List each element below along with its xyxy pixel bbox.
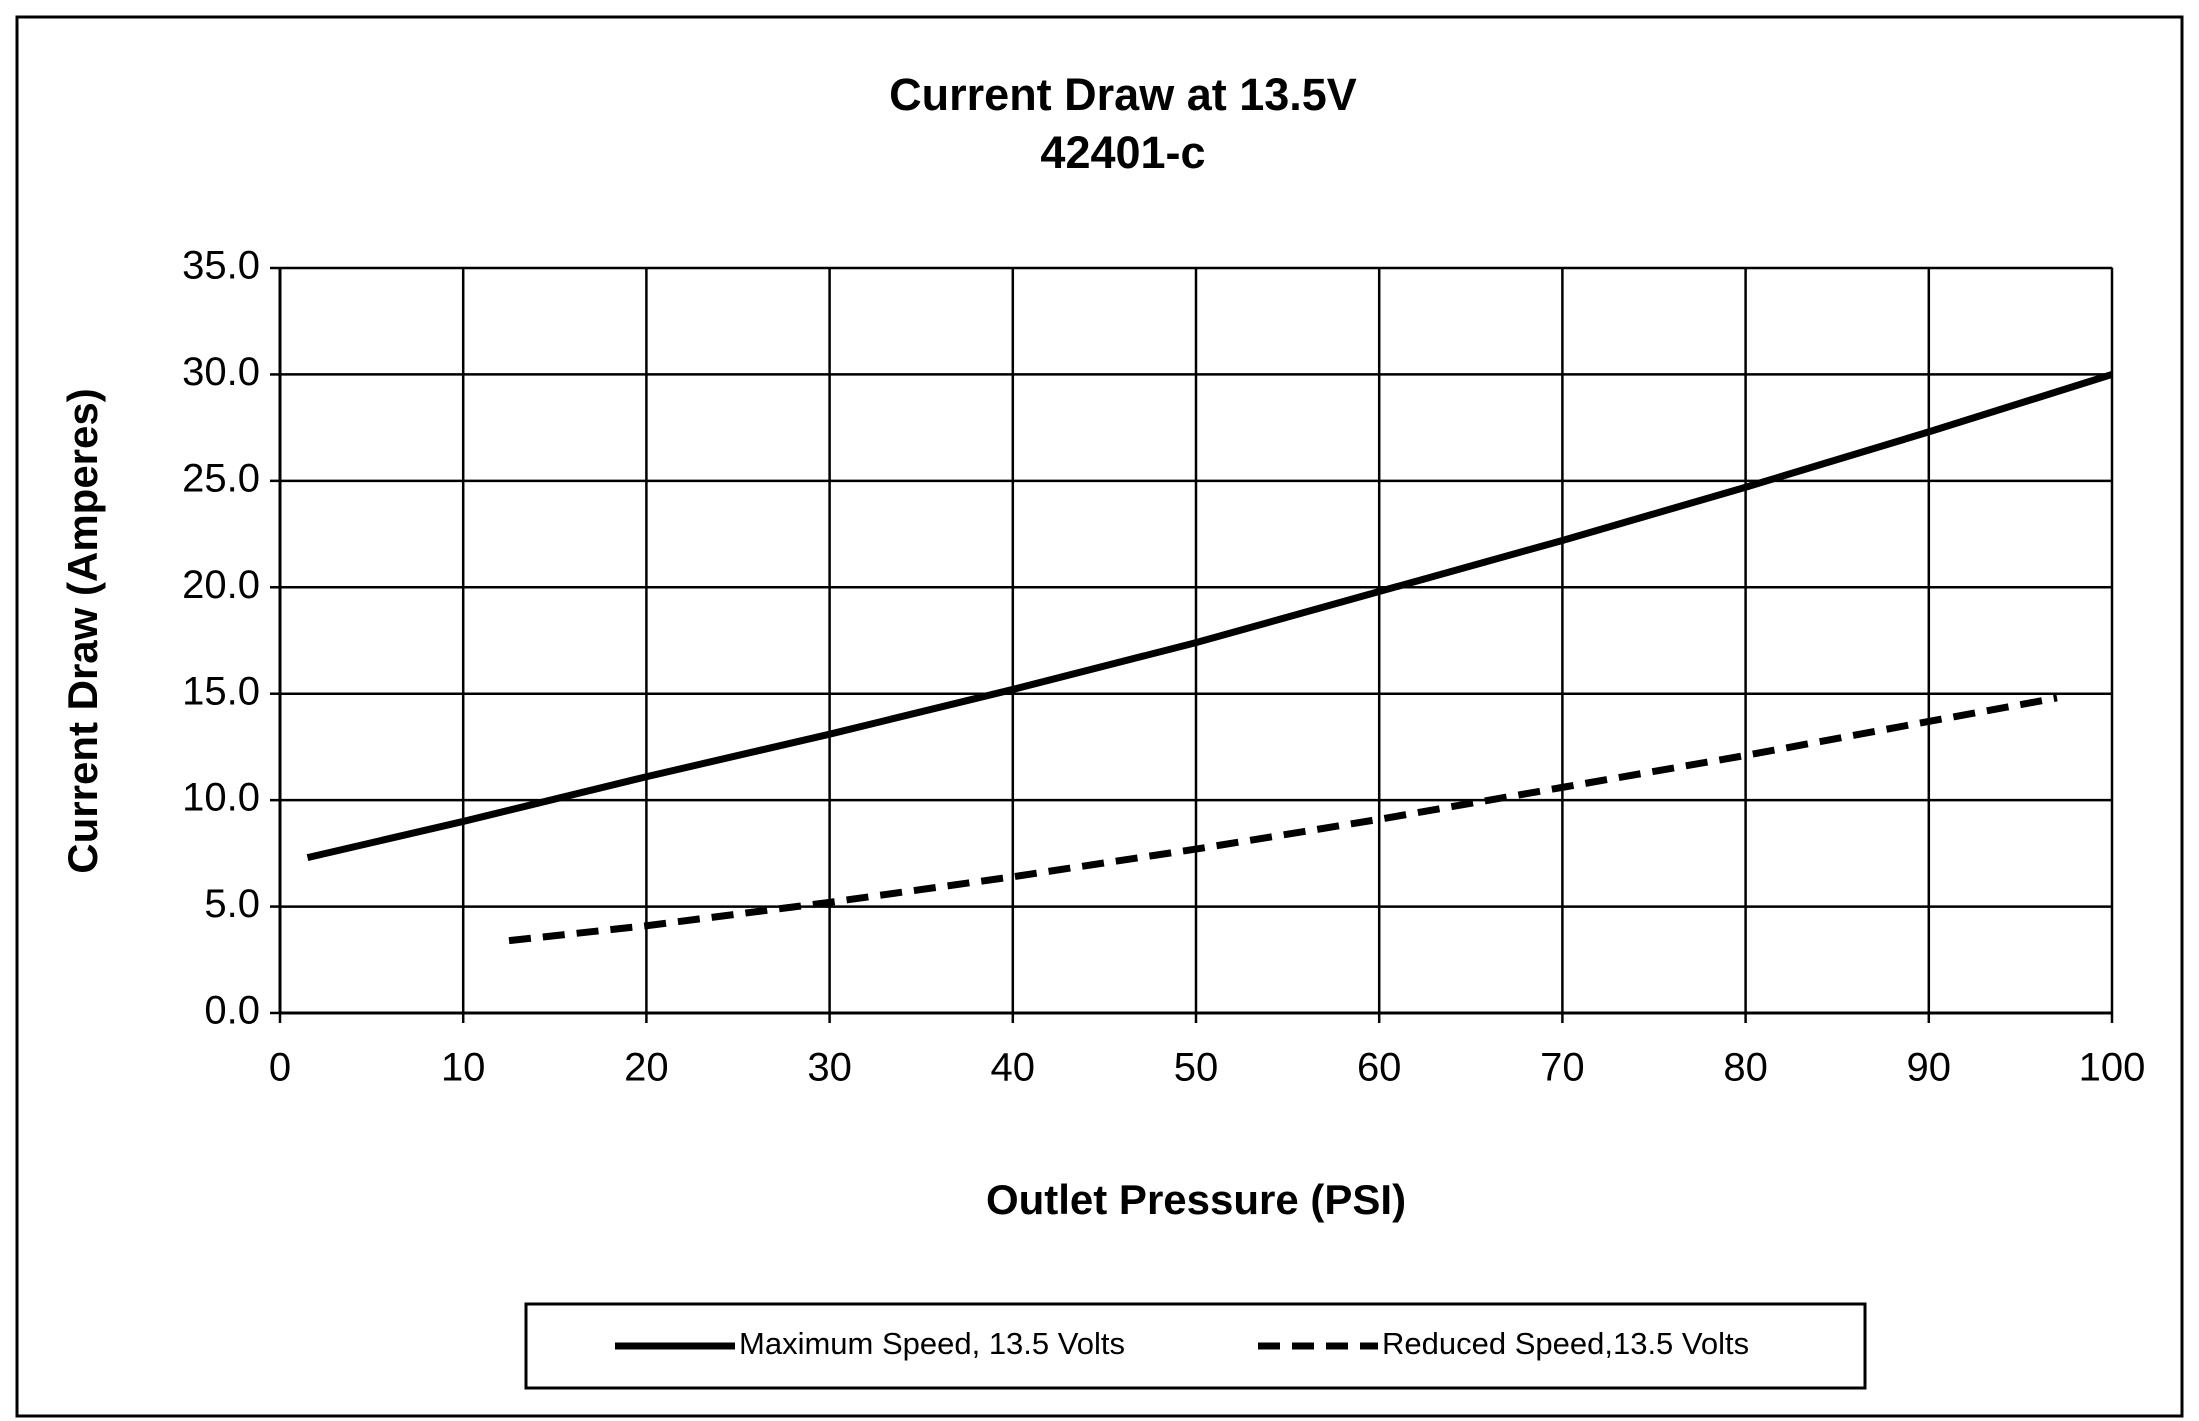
- x-axis-label: Outlet Pressure (PSI): [986, 1176, 1406, 1223]
- x-tick-label: 50: [1174, 1046, 1219, 1090]
- y-tick-label: 30.0: [182, 350, 260, 394]
- y-tick-label: 10.0: [182, 776, 260, 820]
- x-tick-label: 10: [441, 1046, 486, 1090]
- x-tick-label: 0: [269, 1046, 291, 1090]
- y-tick-label: 20.0: [182, 563, 260, 607]
- legend: [524, 1302, 1867, 1390]
- y-tick-label: 0.0: [204, 989, 260, 1033]
- x-tick-label: 100: [2079, 1046, 2146, 1090]
- y-tick-label: 35.0: [182, 244, 260, 288]
- chart-title: Current Draw at 13.5V: [889, 69, 1357, 120]
- x-tick-label: 30: [807, 1046, 852, 1090]
- x-tick-label: 60: [1357, 1046, 1402, 1090]
- y-tick-label: 15.0: [182, 669, 260, 713]
- legend-label: Reduced Speed,13.5 Volts: [1382, 1326, 1749, 1361]
- chart-subtitle: 42401-c: [1040, 127, 1205, 178]
- series-line: [306, 371, 2114, 862]
- y-tick-label: 5.0: [204, 882, 260, 926]
- y-tick-label: 25.0: [182, 456, 260, 500]
- y-axis-label: Current Draw (Amperes): [59, 388, 106, 873]
- x-tick-label: 70: [1540, 1046, 1585, 1090]
- x-tick-label: 40: [991, 1046, 1036, 1090]
- x-tick-label: 20: [624, 1046, 669, 1090]
- x-tick-label: 90: [1907, 1046, 1952, 1090]
- series-line: [508, 694, 2058, 945]
- legend-label: Maximum Speed, 13.5 Volts: [739, 1326, 1125, 1361]
- x-tick-label: 80: [1723, 1046, 1768, 1090]
